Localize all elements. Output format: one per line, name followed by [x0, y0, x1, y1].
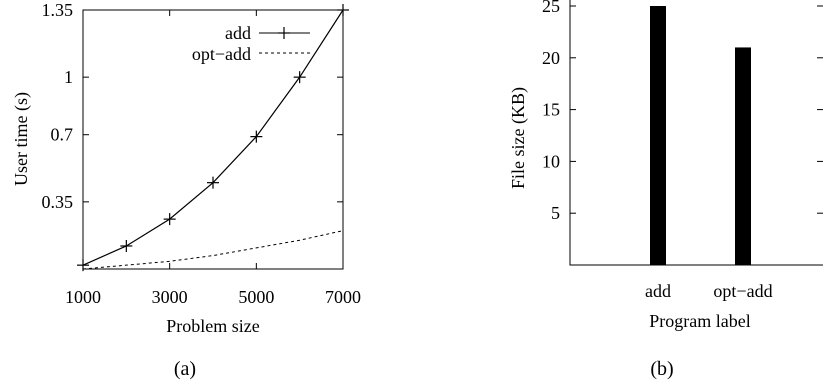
chart-a-legend: add opt−add — [192, 23, 310, 64]
y-tick-label: 20 — [542, 48, 560, 68]
chart-b-bars — [650, 6, 751, 265]
chart-b-y-ticks: 5 10 15 20 25 — [542, 0, 823, 223]
chart-a-x-ticks: 1000 3000 5000 7000 — [65, 10, 361, 307]
chart-b-plot-frame — [569, 0, 823, 266]
y-tick-label: 0.7 — [51, 125, 74, 145]
chart-a-caption: (a) — [174, 358, 196, 380]
bar-opt-add — [735, 47, 751, 265]
chart-a-x-axis-label: Problem size — [166, 316, 259, 336]
chart-a: 0.35 0.7 1 1.35 1000 3000 5000 7000 add opt−ad… — [11, 0, 361, 380]
y-tick-label: 1 — [64, 67, 73, 87]
x-tick-label: 5000 — [238, 287, 274, 307]
x-tick-label: 7000 — [325, 287, 361, 307]
y-tick-label: 1.35 — [42, 0, 74, 20]
data-point-add — [207, 176, 219, 189]
chart-a-y-axis-label: User time (s) — [11, 92, 32, 186]
y-tick-label: 15 — [542, 100, 560, 120]
y-tick-label: 25 — [542, 0, 560, 16]
chart-b-x-axis-label: Program label — [649, 311, 750, 331]
bar-add — [650, 6, 666, 265]
data-point-add — [293, 71, 306, 84]
x-tick-label-add: add — [645, 281, 671, 301]
data-point-add — [77, 259, 89, 272]
y-tick-label: 0.35 — [42, 192, 74, 212]
x-tick-label-opt-add: opt−add — [713, 281, 772, 301]
x-tick-label: 1000 — [65, 287, 101, 307]
chart-a-series — [77, 4, 349, 272]
legend-plus-marker-add — [278, 27, 290, 39]
y-tick-label: 5 — [551, 203, 560, 223]
data-point-add — [163, 213, 176, 226]
chart-b-y-axis-label: File size (KB) — [508, 87, 529, 189]
chart-a-plot-frame — [82, 9, 344, 270]
chart-b-caption: (b) — [650, 358, 673, 380]
series-line-opt-add — [82, 230, 344, 270]
chart-b: 5 10 15 20 25 add opt−add Program label File … — [508, 0, 823, 380]
data-point-add — [120, 239, 133, 252]
y-tick-label: 10 — [542, 151, 560, 171]
data-point-add — [250, 130, 263, 143]
chart-b-x-tick-labels: add opt−add — [645, 281, 773, 301]
legend-label-opt-add: opt−add — [192, 44, 251, 64]
x-tick-label: 3000 — [152, 287, 188, 307]
legend-label-add: add — [225, 23, 251, 43]
data-point-add — [337, 4, 349, 16]
chart-a-y-ticks: 0.35 0.7 1 1.35 — [42, 0, 343, 212]
